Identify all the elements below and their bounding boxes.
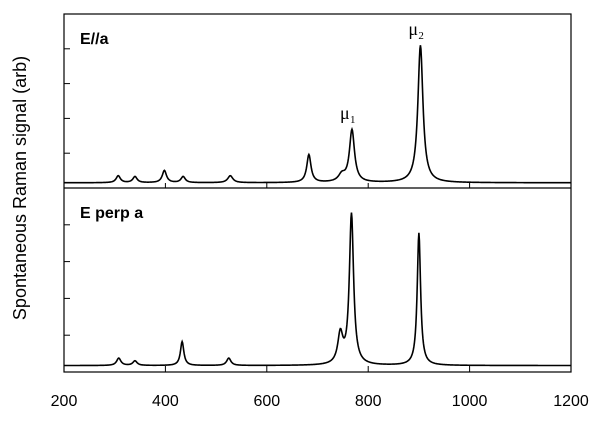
panel-label: E perp a [80,205,143,222]
spectrum-line-1 [64,45,571,184]
panel-label: E//a [80,31,109,48]
peak-label-subscript: 1 [350,114,356,126]
y-axis-label: Spontaneous Raman signal (arb) [10,56,30,320]
x-tick-label: 200 [51,393,78,410]
spectra-curves [64,45,571,367]
chart-labels: E//aμ 1μ 2E perp a [80,19,424,222]
y-axis-ticks [64,48,70,336]
peak-label-subscript: 2 [418,30,424,42]
plot-frame [63,13,572,373]
x-tick-label: 600 [253,393,280,410]
x-axis-ticks: 200 400 600 800 1000 1200 [51,183,589,410]
x-tick-label: 400 [152,393,179,410]
x-tick-label: 1000 [452,393,488,410]
x-tick-label: 1200 [553,393,589,410]
plot-border [63,13,572,373]
peak-label: μ [408,19,418,39]
peak-label: μ [340,103,350,123]
spectrum-line-2 [64,212,571,367]
x-tick-label: 800 [355,393,382,410]
